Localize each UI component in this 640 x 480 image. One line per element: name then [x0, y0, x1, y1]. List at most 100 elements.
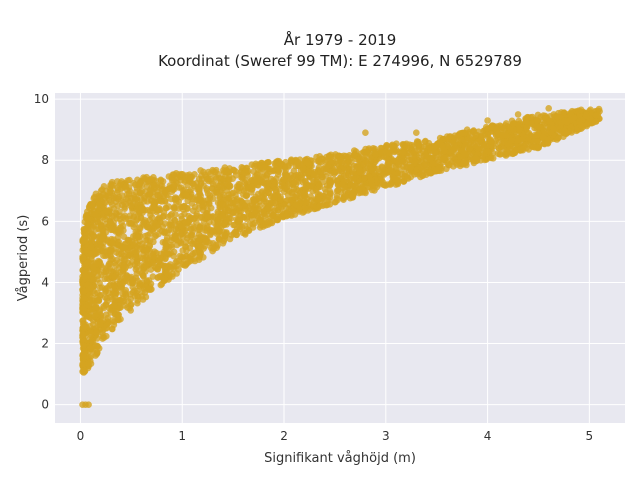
scatter-point — [243, 177, 250, 184]
scatter-point — [131, 247, 138, 255]
scatter-point — [117, 228, 124, 235]
scatter-point — [152, 232, 160, 239]
scatter-point — [107, 219, 114, 226]
scatter-point — [231, 221, 238, 229]
scatter-point — [394, 170, 402, 177]
scatter-point — [413, 129, 420, 136]
scatter-point — [290, 185, 298, 193]
scatter-point — [463, 161, 470, 169]
scatter-points — [79, 105, 603, 409]
scatter-point — [88, 201, 96, 208]
scatter-point — [318, 158, 325, 166]
scatter-point — [88, 243, 95, 251]
y-tick-label: 2 — [41, 337, 49, 351]
scatter-point — [174, 228, 181, 236]
scatter-point — [202, 238, 210, 246]
scatter-point — [203, 176, 211, 183]
scatter-point — [378, 164, 386, 171]
chart-title-line2: Koordinat (Sweref 99 TM): E 274996, N 65… — [158, 52, 522, 70]
scatter-point — [173, 262, 180, 270]
scatter-point — [109, 325, 116, 333]
scatter-point — [315, 181, 323, 189]
scatter-point — [383, 142, 391, 150]
x-axis-ticks: 0 1 2 3 4 5 — [77, 429, 594, 443]
scatter-point — [560, 109, 568, 116]
scatter-point — [143, 246, 151, 254]
scatter-point — [206, 194, 214, 202]
scatter-point — [404, 174, 411, 181]
scatter-point — [191, 182, 198, 190]
scatter-point — [231, 204, 238, 211]
scatter-point — [160, 212, 167, 220]
scatter-point — [151, 220, 159, 227]
scatter-point — [395, 161, 403, 168]
scatter-point — [175, 205, 182, 212]
scatter-point — [141, 175, 149, 182]
scatter-point — [187, 225, 195, 233]
y-tick-label: 0 — [41, 398, 49, 412]
scatter-point — [87, 345, 94, 353]
scatter-point — [544, 124, 552, 131]
y-tick-label: 6 — [41, 214, 49, 228]
scatter-point — [283, 197, 291, 204]
scatter-point — [466, 145, 474, 152]
scatter-point — [463, 126, 471, 133]
scatter-point — [161, 188, 169, 195]
scatter-point — [119, 280, 126, 287]
scatter-point — [197, 244, 205, 251]
scatter-point — [165, 203, 172, 210]
scatter-point — [145, 285, 152, 293]
scatter-point — [225, 207, 232, 214]
scatter-point — [100, 232, 107, 239]
scatter-point — [85, 401, 92, 409]
scatter-point — [144, 256, 152, 264]
scatter-point — [280, 176, 288, 183]
scatter-point — [273, 204, 280, 212]
scatter-point — [157, 250, 164, 258]
scatter-point — [194, 237, 202, 244]
scatter-point — [142, 261, 150, 269]
scatter-point — [156, 272, 164, 280]
scatter-point — [219, 232, 226, 239]
scatter-point — [256, 216, 264, 224]
scatter-point — [245, 227, 253, 234]
scatter-point — [238, 164, 245, 171]
scatter-point — [80, 321, 87, 328]
scatter-point — [236, 204, 243, 211]
scatter-point — [84, 220, 91, 228]
scatter-point — [88, 238, 95, 246]
scatter-point — [90, 231, 97, 239]
scatter-point — [248, 176, 255, 184]
scatter-point — [539, 134, 547, 141]
scatter-point — [149, 273, 157, 280]
scatter-point — [368, 177, 375, 184]
scatter-point — [384, 156, 391, 163]
scatter-point — [514, 137, 522, 144]
scatter-point — [187, 174, 194, 182]
scatter-point — [87, 329, 94, 336]
scatter-point — [161, 255, 169, 263]
scatter-point — [291, 179, 298, 186]
scatter-point — [350, 175, 358, 182]
scatter-point — [149, 250, 157, 258]
scatter-point — [358, 183, 366, 191]
scatter-point — [265, 159, 272, 166]
scatter-point — [116, 304, 123, 312]
scatter-point — [107, 187, 115, 195]
scatter-point — [412, 158, 419, 165]
scatter-point — [156, 218, 164, 226]
scatter-point — [173, 257, 181, 265]
scatter-point — [502, 132, 509, 139]
scatter-point — [193, 212, 200, 220]
scatter-point — [281, 185, 289, 192]
scatter-point — [545, 105, 552, 112]
scatter-point — [168, 174, 175, 181]
scatter-point — [125, 190, 133, 197]
x-tick-label: 1 — [178, 429, 186, 443]
scatter-point — [175, 220, 183, 228]
scatter-point — [189, 195, 196, 203]
scatter-point — [436, 139, 443, 146]
scatter-point — [561, 127, 569, 135]
scatter-point — [209, 244, 216, 251]
